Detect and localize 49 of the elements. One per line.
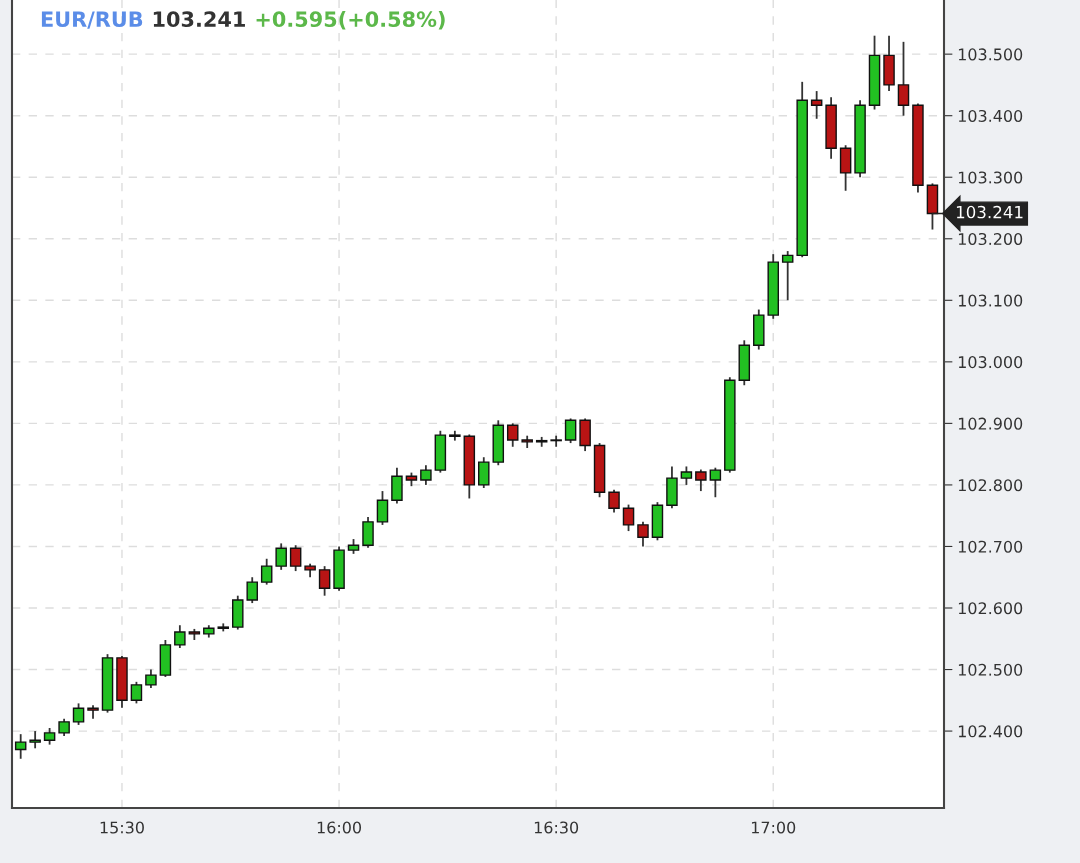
x-tick-label: 16:00 bbox=[317, 821, 362, 834]
y-tick-label: 103.000 bbox=[958, 356, 1023, 369]
candlestick bbox=[680, 465, 693, 486]
candlestick bbox=[376, 490, 389, 526]
y-tick-label: 102.700 bbox=[958, 540, 1023, 553]
candlestick bbox=[289, 544, 302, 572]
candlestick bbox=[608, 488, 620, 514]
candlestick bbox=[87, 704, 99, 720]
x-tick-label: 16:30 bbox=[534, 821, 579, 834]
candlestick bbox=[391, 466, 403, 505]
y-tick-label: 102.800 bbox=[958, 479, 1023, 492]
y-tick-label: 103.500 bbox=[958, 48, 1023, 61]
candlestick bbox=[14, 733, 27, 760]
candlestick bbox=[695, 468, 707, 492]
candlestick bbox=[781, 250, 794, 302]
candlestick bbox=[478, 456, 490, 489]
candlestick bbox=[174, 624, 186, 649]
x-tick-label: 17:00 bbox=[751, 821, 796, 834]
y-tick-label: 103.300 bbox=[958, 171, 1023, 184]
candlestick bbox=[709, 466, 722, 499]
annotation: +0.595(+0.58%) bbox=[256, 10, 445, 30]
candlestick bbox=[260, 557, 273, 586]
candlestick bbox=[420, 464, 432, 486]
annotation: 103.241 bbox=[956, 205, 1023, 219]
candlestick bbox=[550, 434, 562, 448]
y-tick-label: 102.400 bbox=[958, 725, 1023, 738]
candlestick bbox=[810, 90, 823, 120]
candlestick bbox=[246, 576, 258, 604]
candlestick bbox=[72, 702, 85, 726]
y-tick-label: 102.500 bbox=[958, 663, 1023, 676]
y-tick-label: 103.400 bbox=[958, 109, 1023, 122]
candlestick bbox=[145, 668, 157, 689]
candlestick bbox=[637, 520, 649, 548]
y-tick-label: 102.600 bbox=[958, 602, 1023, 615]
candlestick bbox=[897, 40, 910, 117]
candlestick bbox=[318, 565, 331, 597]
annotation: 103.241 bbox=[153, 11, 245, 28]
candlestick bbox=[564, 417, 577, 444]
candlestick bbox=[130, 680, 143, 705]
candlestick bbox=[29, 730, 41, 750]
y-tick-label: 103.200 bbox=[958, 232, 1023, 246]
candlestick bbox=[622, 503, 635, 532]
chart-title: EUR/RUB bbox=[41, 11, 143, 29]
candlestick bbox=[275, 542, 287, 571]
candlestick bbox=[506, 422, 519, 448]
y-tick-label: 103.100 bbox=[958, 294, 1023, 307]
candlestick bbox=[362, 516, 374, 549]
y-tick-label: 102.900 bbox=[958, 417, 1023, 430]
x-tick-label: 15:30 bbox=[100, 821, 144, 834]
